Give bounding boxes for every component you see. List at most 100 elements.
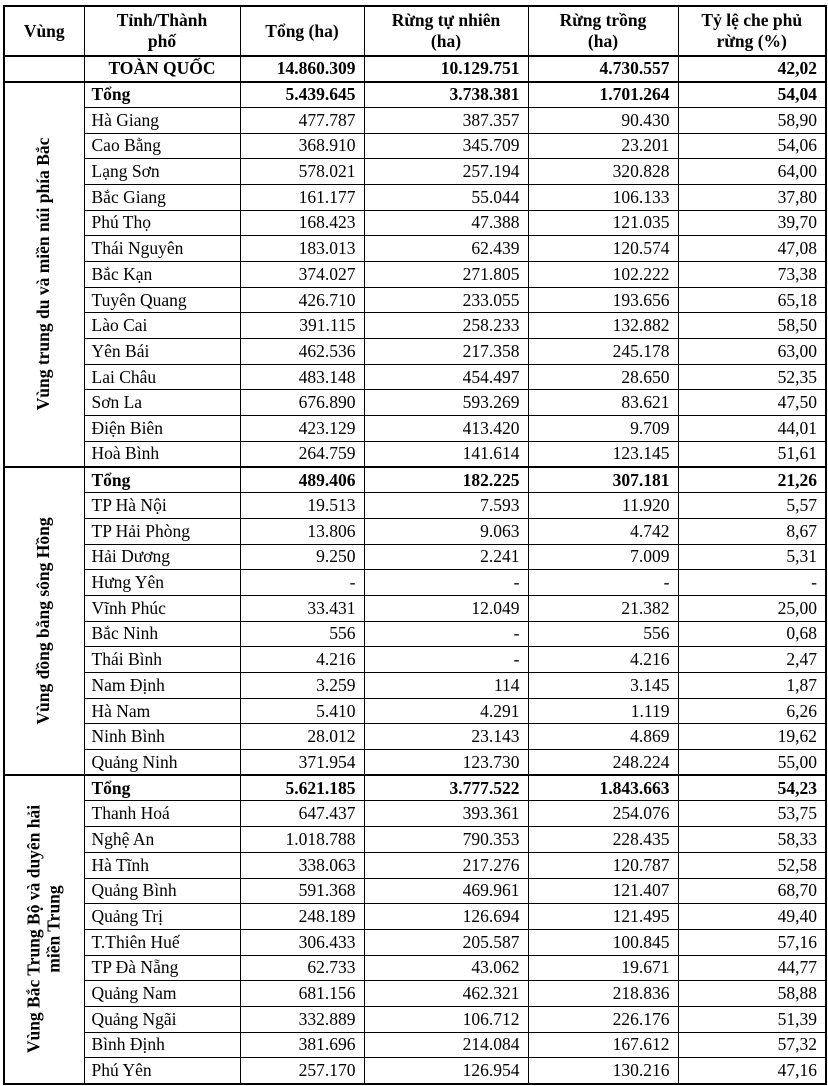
province-row: TP Hà Nội 19.513 7.593 11.920 5,57	[4, 492, 827, 519]
value-cell: 258.233	[363, 312, 529, 340]
province-name-cell: TP Hà Nội	[83, 492, 241, 519]
value-cell: 54,23	[677, 774, 827, 802]
value-cell: 126.954	[363, 1057, 529, 1084]
value-cell: 49,40	[677, 903, 827, 930]
value-cell: -	[363, 620, 529, 648]
value-cell: 19.671	[527, 954, 679, 982]
value-cell: 248.189	[239, 903, 365, 930]
region-label: Vùng Bắc Trung Bộ và duyên hải miền Trun…	[23, 805, 64, 1054]
national-total-row: TOÀN QUỐC 14.860.309 10.129.751 4.730.557 42…	[3, 55, 827, 83]
province-row: Ninh Bình 28.012 23.143 4.869 19,62	[4, 723, 827, 751]
region-empty-cell	[3, 55, 85, 83]
value-cell: 5.410	[239, 697, 365, 725]
province-name-cell: Thanh Hoá	[83, 800, 241, 828]
region-total-row: Vùng đồng bằng sông Hồng Tổng 489.406 182.2…	[3, 465, 827, 776]
value-cell: 168.423	[239, 209, 365, 237]
value-cell: 381.696	[239, 1031, 365, 1059]
value-cell: 5.621.185	[239, 774, 365, 802]
value-cell: 217.276	[363, 851, 529, 879]
value-cell: 332.889	[239, 1005, 365, 1033]
value-cell: 106.712	[363, 1005, 529, 1033]
value-cell: 1.701.264	[527, 80, 679, 108]
value-cell: 183.013	[239, 235, 365, 262]
province-row: Thái Nguyên 183.013 62.439 120.574 47,08	[4, 235, 827, 262]
value-cell: 320.828	[527, 158, 679, 185]
value-cell: 47,08	[677, 235, 827, 262]
value-cell: 65,18	[677, 286, 827, 314]
value-cell: 647.437	[239, 800, 365, 828]
province-row: Hà Giang 477.787 387.357 90.430 58,90	[4, 106, 827, 134]
province-row: Bình Định 381.696 214.084 167.612 57,32	[4, 1031, 827, 1059]
value-cell: 264.759	[239, 440, 365, 468]
region-total-label-cell: Tổng	[83, 774, 241, 802]
province-row: Phú Yên 257.170 126.954 130.216 47,16	[4, 1057, 827, 1084]
region-label-cell: Vùng trung du và miền núi phía Bắc	[3, 80, 85, 468]
value-cell: -	[239, 569, 365, 596]
value-cell: 4.730.557	[527, 55, 679, 83]
value-cell: 469.961	[363, 877, 529, 905]
value-cell: 4.869	[527, 723, 679, 751]
value-cell: 591.368	[239, 877, 365, 905]
value-cell: 1.018.788	[239, 826, 365, 853]
value-cell: 62.733	[239, 954, 365, 982]
province-name-cell: Hưng Yên	[83, 569, 241, 596]
value-cell: 426.710	[239, 286, 365, 314]
column-header-region: Vùng	[3, 5, 85, 57]
value-cell: 52,35	[677, 363, 827, 391]
province-name-cell: Quảng Bình	[83, 877, 241, 905]
value-cell: 5,57	[677, 492, 827, 519]
value-cell: 132.882	[527, 312, 679, 340]
province-name-cell: Quảng Nam	[83, 980, 241, 1007]
province-row: Quảng Trị 248.189 126.694 121.495 49,40	[4, 903, 827, 930]
value-cell: 58,50	[677, 312, 827, 340]
province-name-cell: T.Thiên Huế	[83, 928, 241, 956]
value-cell: 47,16	[677, 1057, 827, 1084]
province-name-cell: Vĩnh Phúc	[83, 594, 241, 622]
national-label-cell: TOÀN QUỐC	[83, 55, 241, 83]
value-cell: 90.430	[527, 106, 679, 134]
province-row: Quảng Ngãi 332.889 106.712 226.176 51,39	[4, 1005, 827, 1033]
province-name-cell: Nghệ An	[83, 826, 241, 853]
value-cell: 489.406	[239, 466, 365, 494]
value-cell: 483.148	[239, 363, 365, 391]
region-label: Vùng đồng bằng sông Hồng	[33, 517, 54, 725]
value-cell: 12.049	[363, 594, 529, 622]
value-cell: 4.291	[363, 697, 529, 725]
value-cell: 1.119	[527, 697, 679, 725]
value-cell: 23.201	[527, 132, 679, 160]
value-cell: -	[363, 646, 529, 673]
province-row: Điện Biên 423.129 413.420 9.709 44,01	[4, 415, 827, 442]
value-cell: 55.044	[363, 183, 529, 211]
value-cell: 42,02	[677, 55, 827, 83]
province-row: Hải Dương 9.250 2.241 7.009 5,31	[4, 543, 827, 571]
region-total-label-cell: Tổng	[83, 466, 241, 494]
province-name-cell: Quảng Trị	[83, 903, 241, 930]
province-row: Lào Cai 391.115 258.233 132.882 58,50	[4, 312, 827, 340]
province-name-cell: Điện Biên	[83, 415, 241, 442]
province-row: Bắc Kạn 374.027 271.805 102.222 73,38	[4, 261, 827, 288]
value-cell: 114	[363, 672, 529, 699]
value-cell: 228.435	[527, 826, 679, 853]
value-cell: 44,77	[677, 954, 827, 982]
value-cell: 6,26	[677, 697, 827, 725]
province-name-cell: Phú Yên	[83, 1057, 241, 1084]
value-cell: 254.076	[527, 800, 679, 828]
province-name-cell: Hải Dương	[83, 543, 241, 571]
value-cell: 23.143	[363, 723, 529, 751]
province-name-cell: Quảng Ninh	[83, 749, 241, 776]
value-cell: 51,61	[677, 440, 827, 468]
province-name-cell: Hà Nam	[83, 697, 241, 725]
value-cell: 62.439	[363, 235, 529, 262]
province-name-cell: Bắc Kạn	[83, 261, 241, 288]
value-cell: -	[677, 569, 827, 596]
value-cell: 477.787	[239, 106, 365, 134]
value-cell: 391.115	[239, 312, 365, 340]
value-cell: 5,31	[677, 543, 827, 571]
province-name-cell: Bắc Giang	[83, 183, 241, 211]
value-cell: 248.224	[527, 749, 679, 776]
value-cell: 25,00	[677, 594, 827, 622]
value-cell: 593.269	[363, 389, 529, 417]
region-label-cell: Vùng đồng bằng sông Hồng	[3, 465, 85, 776]
value-cell: 102.222	[527, 261, 679, 288]
forest-coverage-table: Vùng Tỉnh/Thành phố Tổng (ha) Rừng tự nh…	[3, 5, 827, 1085]
